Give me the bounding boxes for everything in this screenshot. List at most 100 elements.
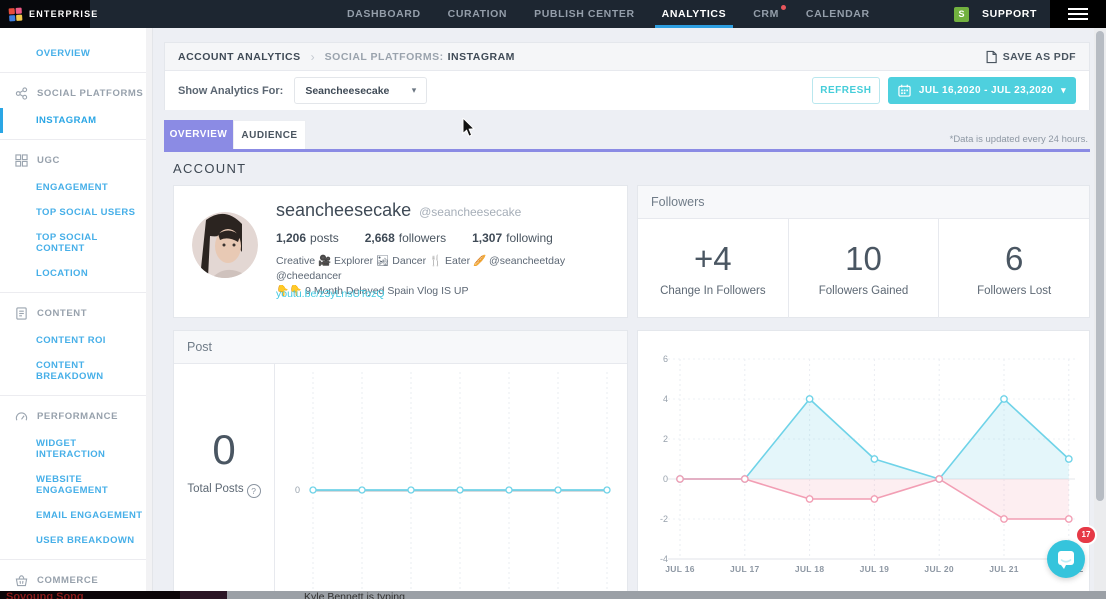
account-stat-posts: 1,206 posts (276, 231, 339, 245)
svg-text:JUL 17: JUL 17 (730, 564, 760, 574)
nav-item-crm[interactable]: CRM (753, 0, 786, 28)
account-select-value: Seancheesecake (305, 84, 390, 97)
date-range-value: JUL 16,2020 - JUL 23,2020 (918, 85, 1054, 96)
sidebar-item-widget-interaction[interactable]: WIDGET INTERACTION (36, 438, 106, 460)
breadcrumb: ACCOUNT ANALYTICS › SOCIAL PLATFORMS: IN… (165, 43, 1089, 71)
followers-stat-change-in-followers: +4 Change In Followers (638, 219, 789, 318)
sidebar-item-engagement[interactable]: ENGAGEMENT (36, 182, 109, 193)
grid-icon (15, 154, 28, 167)
breadcrumb-separator-icon: › (310, 49, 315, 64)
tab-active-bar (164, 149, 1090, 152)
sidebar-item-content-roi[interactable]: CONTENT ROI (36, 335, 106, 346)
sidebar-section-social-platforms: SOCIAL PLATFORMS (0, 79, 152, 108)
post-total-value: 0 (212, 426, 236, 473)
followers-panel-title: Followers (638, 186, 1089, 219)
page-scrollbar-thumb[interactable] (1096, 31, 1104, 501)
account-bio-link[interactable]: youtu.be/z3yLnsUTozQ (276, 288, 385, 300)
primary-nav: DASHBOARD CURATION PUBLISH CENTER ANALYTICS… (347, 0, 870, 28)
svg-text:JUL 18: JUL 18 (795, 564, 825, 574)
overlay-middle-segment (180, 591, 227, 599)
svg-text:JUL 20: JUL 20 (924, 564, 954, 574)
nav-item-analytics[interactable]: ANALYTICS (654, 0, 734, 28)
hamburger-menu-icon[interactable] (1050, 0, 1106, 28)
sidebar-item-content-breakdown[interactable]: CONTENT BREAKDOWN (36, 360, 104, 382)
document-icon (16, 307, 27, 320)
svg-text:JUL 21: JUL 21 (989, 564, 1019, 574)
account-username: seancheesecake @seancheesecake (276, 200, 522, 220)
post-card: Post 0 Total Posts? 0 (173, 330, 628, 599)
svg-text:JUL 16: JUL 16 (665, 564, 695, 574)
tab-audience[interactable]: AUDIENCE (233, 120, 306, 149)
svg-text:6: 6 (663, 354, 668, 364)
sidebar: OVERVIEW SOCIAL PLATFORMS INSTAGRAM UGC ENG… (0, 28, 153, 599)
chevron-down-icon: ▾ (411, 85, 417, 95)
breadcrumb-account-analytics[interactable]: ACCOUNT ANALYTICS (178, 50, 301, 63)
user-avatar-badge[interactable]: S (954, 6, 970, 22)
post-panel-title: Post (174, 331, 627, 364)
sidebar-item-top-social-content[interactable]: TOP SOCIAL CONTENT (36, 232, 98, 254)
overlay-right-segment: Kyle Bennett is typing (227, 591, 1106, 599)
sidebar-divider (0, 395, 152, 396)
help-question-icon[interactable]: ? (246, 484, 261, 498)
chat-widget-button[interactable]: 17 (1047, 525, 1097, 578)
brand-name: ENTERPRISE (29, 9, 99, 19)
mouse-cursor (462, 118, 476, 137)
nav-item-dashboard[interactable]: DASHBOARD (347, 8, 421, 20)
header-card: ACCOUNT ANALYTICS › SOCIAL PLATFORMS: IN… (164, 42, 1090, 110)
sidebar-item-website-engagement[interactable]: WEBSITE ENGAGEMENT (36, 474, 109, 496)
save-as-pdf-button[interactable]: SAVE AS PDF (985, 50, 1076, 64)
svg-text:0: 0 (663, 474, 668, 484)
show-analytics-for-label: Show Analytics For: (178, 84, 284, 97)
calendar-icon (898, 84, 911, 97)
nav-item-calendar[interactable]: CALENDAR (805, 8, 870, 20)
nav-right: S SUPPORT (954, 0, 1106, 28)
account-stat-following: 1,307 following (472, 231, 553, 245)
svg-text:-4: -4 (660, 554, 668, 564)
sidebar-item-top-social-users[interactable]: TOP SOCIAL USERS (36, 207, 136, 218)
brand-logo[interactable]: ENTERPRISE (0, 0, 97, 28)
followers-stat-followers-lost: 6 Followers Lost (977, 240, 1052, 297)
account-section-title: ACCOUNT (173, 161, 247, 176)
followers-stats-card: Followers +4 Change In Followers 10 Followe… (637, 185, 1090, 318)
account-handle: @seancheesecake (419, 205, 522, 219)
refresh-button[interactable]: REFRESH (811, 77, 880, 104)
nav-item-publish-center[interactable]: PUBLISH CENTER (534, 8, 635, 20)
account-bio: Creative 🎥 Explorer 🏜 Dancer 🍴 Eater 🥖 @… (276, 255, 566, 297)
gauge-icon (15, 412, 28, 421)
breadcrumb-social-platforms: SOCIAL PLATFORMS: (324, 50, 444, 63)
data-update-note: *Data is updated every 24 hours. (949, 134, 1088, 145)
top-navigation: ENTERPRISE DASHBOARD CURATION PUBLISH CENT… (0, 0, 1106, 28)
sidebar-divider (0, 559, 152, 560)
chevron-down-icon: ▾ (1061, 85, 1066, 95)
sidebar-divider (0, 292, 152, 293)
analytics-toolbar: Show Analytics For: Seancheesecake ▾ REF… (165, 71, 1089, 110)
avatar (192, 212, 258, 278)
account-stats-row: 1,206 posts 2,668 followers 1,307 following (276, 231, 553, 245)
sidebar-section-content: CONTENT (0, 299, 152, 328)
svg-text:JUL 19: JUL 19 (860, 564, 890, 574)
tab-overview[interactable]: OVERVIEW (164, 120, 233, 149)
sidebar-item-email-engagement[interactable]: EMAIL ENGAGEMENT (36, 510, 143, 521)
followers-stats-row: +4 Change In Followers 10 Followers Gained 6… (638, 219, 1089, 318)
sidebar-item-overview[interactable]: OVERVIEW (36, 48, 91, 59)
sidebar-section-commerce: COMMERCE (0, 566, 152, 595)
sidebar-scrollbar[interactable] (146, 28, 152, 599)
nav-item-support[interactable]: SUPPORT (982, 8, 1037, 20)
account-profile-card: seancheesecake @seancheesecake 1,206 posts… (173, 185, 628, 318)
post-total-label: Total Posts? (174, 483, 274, 498)
nav-item-curation[interactable]: CURATION (447, 8, 508, 20)
pdf-document-icon (986, 50, 997, 63)
sidebar-item-instagram[interactable]: INSTAGRAM (0, 108, 152, 133)
sidebar-item-user-breakdown[interactable]: USER BREAKDOWN (36, 535, 135, 546)
sidebar-section-performance: PERFORMANCE (0, 402, 152, 431)
followers-trend-card: 6 4 2 0 -2 -4 JUL 16 JUL 17 JUL 18 JUL 19 JUL 20 JU… (637, 330, 1090, 599)
date-range-picker[interactable]: JUL 16,2020 - JUL 23,2020 ▾ (887, 77, 1076, 104)
breadcrumb-platform-value: INSTAGRAM (447, 50, 515, 63)
account-select[interactable]: Seancheesecake ▾ (294, 77, 428, 104)
posts-trend-chart: 0 (295, 372, 611, 599)
post-total-column (174, 364, 275, 599)
sidebar-divider (0, 139, 152, 140)
sidebar-item-location[interactable]: LOCATION (36, 268, 89, 279)
